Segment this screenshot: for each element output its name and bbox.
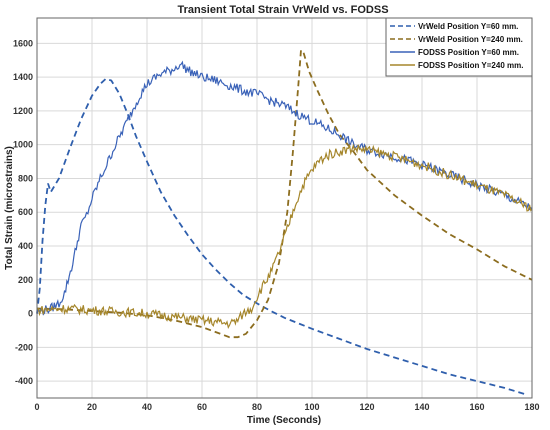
y-tick-label: 200 — [18, 275, 33, 285]
x-tick-label: 20 — [87, 402, 97, 412]
plot-area — [36, 17, 533, 399]
x-tick-label: 160 — [469, 402, 484, 412]
y-axis-ticks: -400 -200 0 200 400 600 800 1000 1200 1400 1600 — [13, 38, 33, 386]
x-axis-label: Time (Seconds) — [247, 415, 321, 426]
y-tick-label: 1000 — [13, 140, 33, 150]
x-tick-label: 120 — [359, 402, 374, 412]
y-tick-label: 1600 — [13, 38, 33, 48]
plot-border — [36, 17, 533, 399]
x-tick-label: 80 — [252, 402, 262, 412]
x-tick-label: 40 — [142, 402, 152, 412]
legend-label: VrWeld Position Y=240 mm. — [418, 35, 523, 44]
legend-label: FODSS Position Y=240 mm. — [418, 61, 523, 70]
x-tick-label: 180 — [524, 402, 539, 412]
legend: VrWeld Position Y=60 mm. VrWeld Position … — [385, 17, 533, 77]
y-tick-label: 1200 — [13, 106, 33, 116]
series-line-2 — [36, 47, 533, 339]
legend-label: VrWeld Position Y=60 mm. — [418, 22, 518, 31]
y-tick-label: 600 — [18, 207, 33, 217]
legend-box — [385, 17, 533, 77]
y-tick-label: 800 — [18, 173, 33, 183]
x-tick-label: 0 — [34, 402, 39, 412]
y-tick-label: -400 — [15, 376, 33, 386]
plot-background — [37, 18, 532, 398]
chart-title: Transient Total Strain VrWeld vs. FODSS — [177, 4, 388, 16]
x-axis-ticks: 0 20 40 60 80 100 120 140 160 180 — [34, 402, 539, 412]
series-line-4 — [36, 143, 533, 330]
x-tick-label: 140 — [414, 402, 429, 412]
y-axis-label: Total Strain (microstrains) — [4, 146, 15, 270]
series-layer — [36, 47, 533, 396]
y-tick-label: 0 — [28, 309, 33, 319]
y-tick-label: -200 — [15, 342, 33, 352]
series-line-1 — [36, 77, 527, 396]
legend-label: FODSS Position Y=60 mm. — [418, 48, 519, 57]
x-tick-label: 100 — [304, 402, 319, 412]
y-tick-label: 1400 — [13, 72, 33, 82]
x-tick-label: 60 — [197, 402, 207, 412]
y-tick-label: 400 — [18, 241, 33, 251]
grid-lines — [36, 18, 533, 398]
